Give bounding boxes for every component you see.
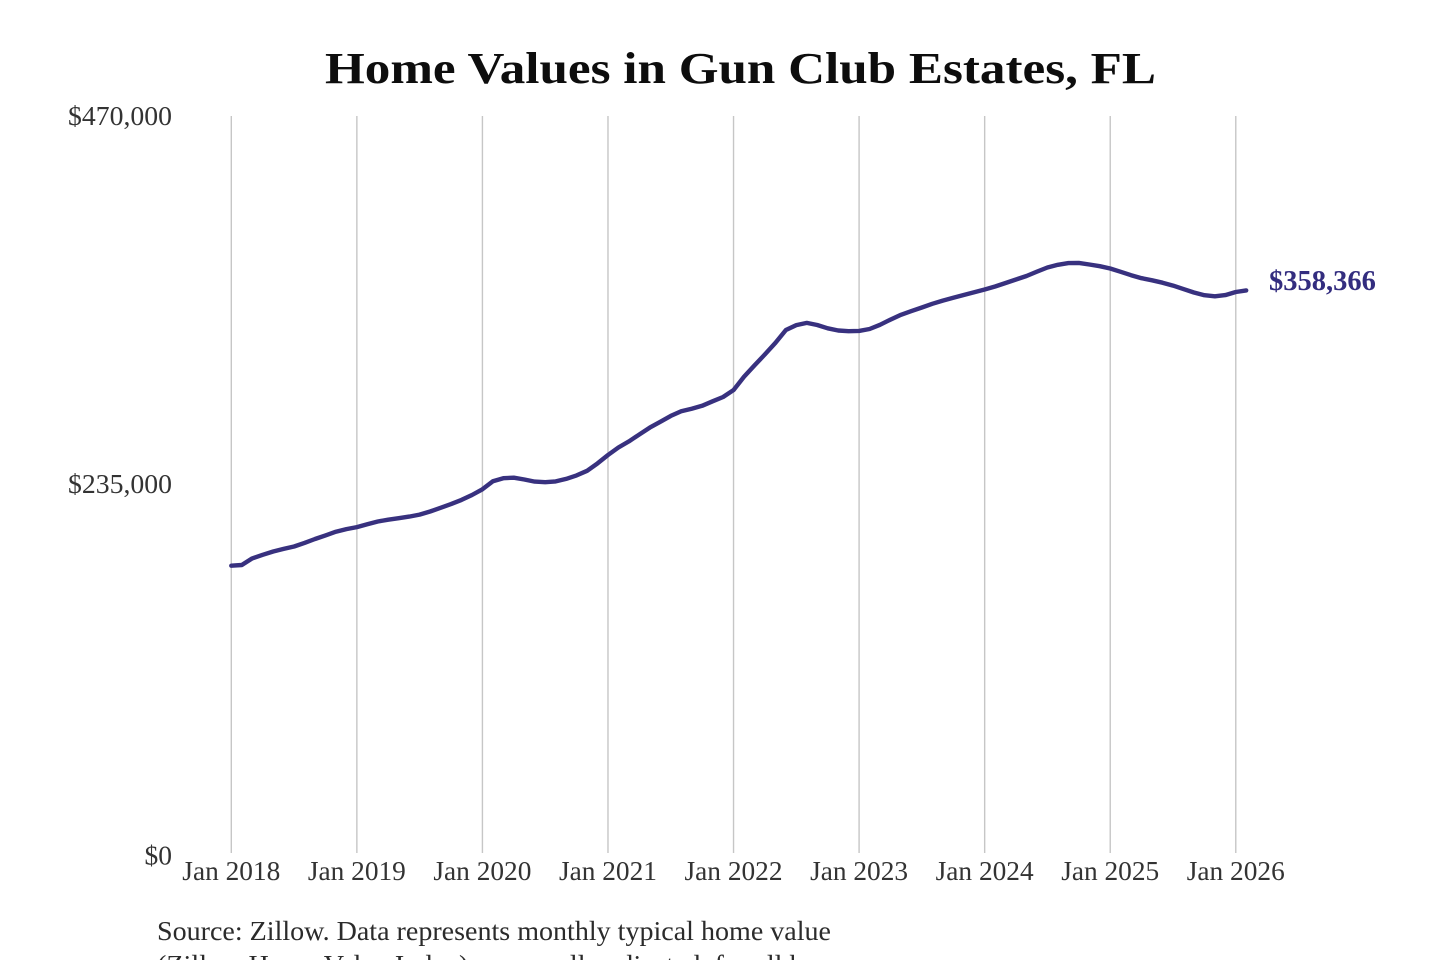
svg-text:Jan 2024: Jan 2024 bbox=[936, 855, 1034, 886]
svg-text:Jan 2023: Jan 2023 bbox=[810, 855, 908, 886]
svg-text:Jan 2021: Jan 2021 bbox=[559, 855, 657, 886]
svg-text:$235,000: $235,000 bbox=[68, 468, 172, 499]
svg-text:Jan 2018: Jan 2018 bbox=[182, 855, 280, 886]
svg-text:Jan 2020: Jan 2020 bbox=[433, 855, 531, 886]
svg-text:Source: Zillow. Data represent: Source: Zillow. Data represents monthly … bbox=[157, 916, 831, 946]
svg-text:Jan 2019: Jan 2019 bbox=[308, 855, 406, 886]
svg-text:Jan 2026: Jan 2026 bbox=[1187, 855, 1285, 886]
svg-text:$470,000: $470,000 bbox=[68, 100, 172, 131]
svg-text:Jan 2022: Jan 2022 bbox=[685, 855, 783, 886]
svg-text:Jan 2025: Jan 2025 bbox=[1061, 855, 1159, 886]
svg-text:$0: $0 bbox=[145, 840, 173, 871]
svg-text:(Zillow Home Value Index), sea: (Zillow Home Value Index), seasonally ad… bbox=[157, 950, 863, 960]
svg-text:Home Values in Gun Club Estate: Home Values in Gun Club Estates, FL bbox=[325, 44, 1156, 93]
svg-text:$358,366: $358,366 bbox=[1269, 266, 1376, 297]
